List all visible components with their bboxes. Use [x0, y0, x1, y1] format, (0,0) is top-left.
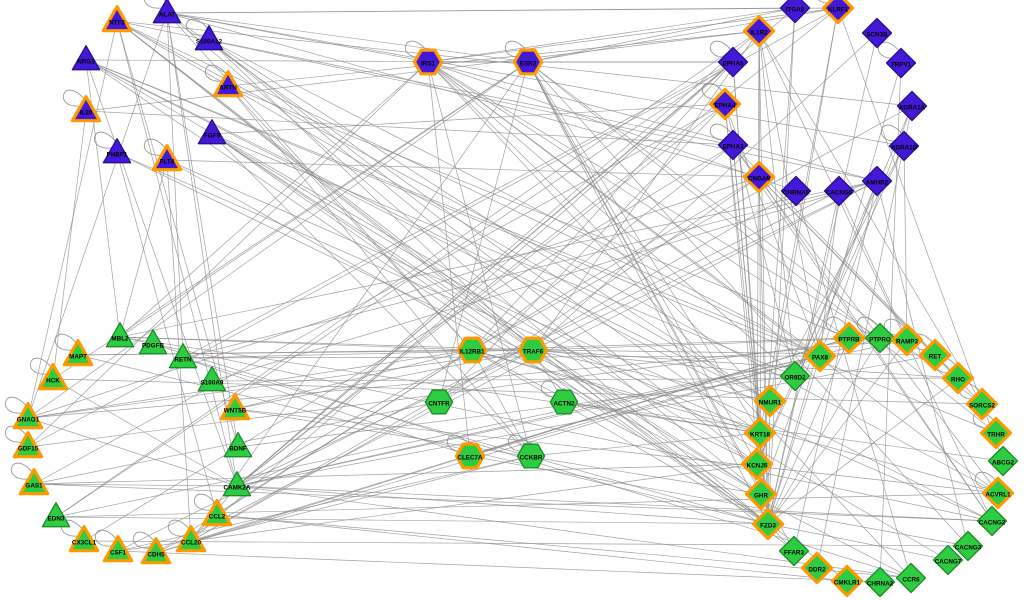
svg-text:FLT4: FLT4 [160, 159, 175, 166]
svg-text:MAPT: MAPT [69, 354, 87, 361]
svg-text:ARTN: ARTN [219, 85, 237, 92]
svg-text:EDN3: EDN3 [48, 516, 65, 523]
svg-text:PAX8: PAX8 [812, 355, 828, 362]
svg-text:GDF15: GDF15 [18, 446, 39, 453]
svg-text:WNT5B: WNT5B [224, 408, 247, 415]
svg-text:FFAR3: FFAR3 [784, 550, 804, 557]
svg-text:RETN: RETN [174, 357, 192, 364]
svg-text:PTPRB: PTPRB [838, 337, 860, 344]
svg-text:IRS1: IRS1 [421, 61, 435, 68]
svg-text:ALAT: ALAT [159, 12, 175, 19]
svg-text:GHR: GHR [754, 493, 768, 500]
svg-text:CHRNA2: CHRNA2 [867, 581, 894, 588]
svg-text:FNBP1: FNBP1 [107, 152, 128, 159]
svg-text:IL20: IL20 [80, 110, 93, 117]
svg-text:ABCG2: ABCG2 [992, 460, 1015, 467]
svg-text:DDR2: DDR2 [808, 567, 826, 574]
svg-text:CSF1: CSF1 [110, 550, 127, 557]
svg-text:SCN3B: SCN3B [866, 32, 888, 39]
svg-text:CNTFR: CNTFR [428, 401, 450, 408]
svg-text:EPHA3: EPHA3 [723, 144, 744, 151]
svg-text:NRG1: NRG1 [77, 59, 95, 66]
svg-text:PTPRO: PTPRO [869, 337, 891, 344]
svg-text:TRPV1: TRPV1 [891, 62, 912, 69]
svg-text:CCL20: CCL20 [181, 540, 201, 547]
svg-text:CLEC7A: CLEC7A [457, 455, 483, 462]
svg-text:KLRF1: KLRF1 [828, 7, 849, 14]
svg-text:EPHA4: EPHA4 [715, 103, 736, 110]
svg-text:FZD3: FZD3 [760, 523, 776, 530]
svg-text:CCR6: CCR6 [902, 577, 920, 584]
svg-text:ACVRL1: ACVRL1 [985, 492, 1011, 499]
svg-text:MBL2: MBL2 [111, 336, 129, 343]
svg-text:ADRA1A: ADRA1A [899, 105, 926, 112]
svg-text:CACNG7: CACNG7 [935, 559, 962, 566]
svg-text:CMKLR1: CMKLR1 [834, 580, 861, 587]
svg-text:FGF9: FGF9 [204, 133, 221, 140]
svg-text:BDNF: BDNF [229, 446, 247, 453]
svg-text:HCK: HCK [46, 378, 60, 385]
svg-text:KRT18: KRT18 [750, 432, 770, 439]
svg-text:PDGFB: PDGFB [142, 343, 164, 350]
svg-text:RAMP3: RAMP3 [896, 339, 919, 346]
svg-text:KCNJ5: KCNJ5 [747, 463, 768, 470]
svg-text:ACTN2: ACTN2 [554, 401, 575, 408]
svg-text:AMHR2: AMHR2 [866, 180, 889, 187]
svg-text:RET: RET [929, 354, 942, 361]
svg-text:ITGA8: ITGA8 [786, 7, 805, 14]
svg-text:CACNG3: CACNG3 [955, 545, 982, 552]
svg-text:CCL2: CCL2 [209, 514, 226, 521]
svg-text:CACNG5: CACNG5 [826, 190, 853, 197]
svg-text:TRHR: TRHR [987, 432, 1005, 439]
svg-text:CDH5: CDH5 [147, 552, 165, 559]
svg-text:CCKBR: CCKBR [520, 455, 543, 462]
svg-text:IL12RB1: IL12RB1 [459, 349, 485, 356]
svg-text:GAS1: GAS1 [25, 483, 43, 490]
svg-text:NMUR1: NMUR1 [759, 400, 782, 407]
svg-text:SORCS2: SORCS2 [969, 403, 995, 410]
svg-text:S100A9: S100A9 [201, 380, 224, 387]
svg-text:CNGA5: CNGA5 [748, 176, 771, 183]
svg-text:CHRNA5: CHRNA5 [783, 190, 810, 197]
svg-text:NTF3: NTF3 [109, 20, 125, 27]
svg-text:TRAF6: TRAF6 [523, 349, 544, 356]
svg-text:CAMK2A: CAMK2A [224, 485, 251, 492]
svg-text:CACNG2: CACNG2 [979, 520, 1006, 527]
svg-text:CX3CL1: CX3CL1 [72, 540, 97, 547]
svg-text:S100A12: S100A12 [196, 39, 223, 46]
svg-text:IL1R2: IL1R2 [750, 30, 768, 37]
svg-text:RHO: RHO [951, 377, 965, 384]
svg-text:OR8D2: OR8D2 [785, 375, 806, 382]
svg-text:GNAO1: GNAO1 [17, 417, 40, 424]
svg-text:ADRA1B: ADRA1B [891, 145, 918, 152]
svg-text:ESR2: ESR2 [520, 61, 537, 68]
svg-text:EPHA5: EPHA5 [723, 61, 744, 68]
